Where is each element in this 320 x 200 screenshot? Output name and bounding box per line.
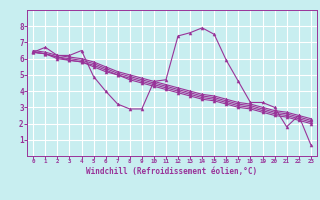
X-axis label: Windchill (Refroidissement éolien,°C): Windchill (Refroidissement éolien,°C) xyxy=(86,167,258,176)
